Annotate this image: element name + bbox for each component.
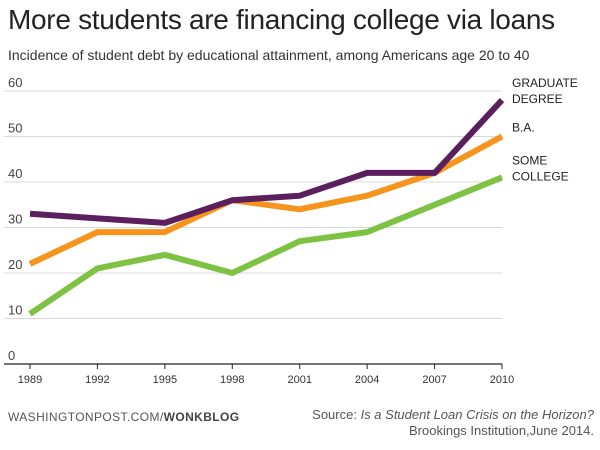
- y-tick-label: 0: [8, 348, 15, 363]
- source-label: Source:: [312, 407, 361, 422]
- site-credit-section: WONKBLOG: [163, 410, 240, 424]
- source-publisher: Brookings Institution,June 2014.: [408, 423, 594, 438]
- x-tick-label: 2001: [287, 374, 311, 386]
- series-label: B.A.: [512, 121, 535, 135]
- x-tick-label: 1992: [85, 374, 109, 386]
- series-label-line: COLLEGE: [512, 169, 569, 183]
- series-line-some-college: [28, 174, 504, 317]
- y-tick-label: 60: [8, 75, 22, 90]
- source-title: Is a Student Loan Crisis on the Horizon?: [360, 407, 594, 422]
- x-tick-label: 1998: [220, 374, 244, 386]
- y-tick-label: 20: [8, 257, 22, 272]
- series-label: GRADUATE DEGREE: [512, 76, 578, 106]
- series-line-b-a: [28, 133, 504, 267]
- source-credit: Source: Is a Student Loan Crisis on the …: [312, 407, 594, 439]
- y-tick-label: 30: [8, 212, 22, 227]
- y-tick-label: 50: [8, 121, 22, 136]
- series-label-line: DEGREE: [512, 92, 563, 106]
- site-credit-prefix: WASHINGTONPOST.COM/: [8, 410, 164, 424]
- x-tick-label: 2007: [422, 374, 446, 386]
- line-chart: 0 10 20 30 40 50 60 1989 1992 1995 1998 2001 2004 200…: [4, 75, 578, 386]
- chart-subtitle: Incidence of student debt by educational…: [8, 47, 530, 63]
- x-tick-label: 2004: [355, 374, 379, 386]
- y-tick-label: 40: [8, 166, 22, 181]
- series-label-line: GRADUATE: [512, 76, 578, 90]
- series-label-line: SOME: [512, 153, 547, 167]
- x-tick-label: 2010: [490, 374, 514, 386]
- site-credit: WASHINGTONPOST.COM/WONKBLOG: [8, 410, 239, 424]
- y-tick-label: 10: [8, 303, 22, 318]
- series-label-line: B.A.: [512, 121, 535, 135]
- series-line-graduate-degree: [29, 98, 505, 226]
- x-tick-label: 1989: [18, 374, 42, 386]
- chart-title: More students are financing college via …: [8, 4, 555, 35]
- x-tick-label: 1995: [153, 374, 177, 386]
- series-label: SOME COLLEGE: [512, 153, 569, 183]
